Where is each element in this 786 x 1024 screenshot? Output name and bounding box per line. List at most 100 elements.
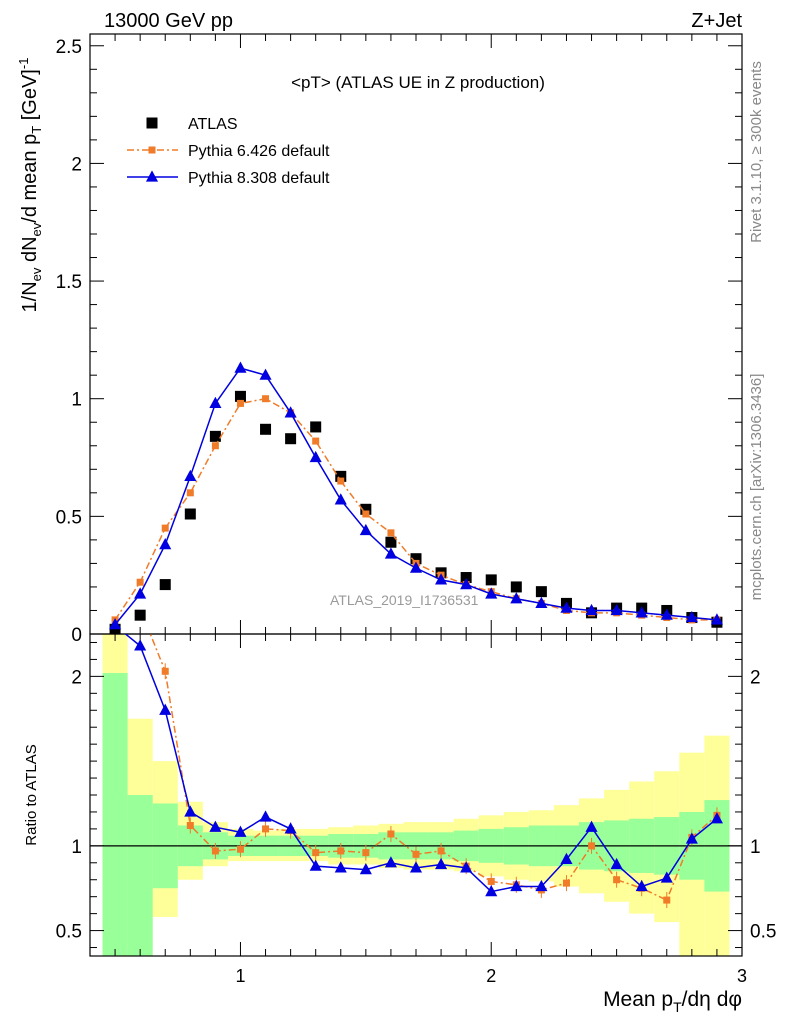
data-point	[259, 368, 272, 380]
ratio-y-tick-label-right: 1	[750, 837, 761, 858]
data-point	[535, 596, 548, 609]
data-point	[312, 437, 320, 445]
data-point	[211, 442, 219, 450]
chart-title: <pT> (ATLAS UE in Z production)	[291, 73, 545, 92]
ratio-y-tick-label-left: 2	[71, 667, 82, 688]
ratio-y-tick-label-right: 0.5	[750, 922, 776, 943]
ratio-point	[460, 861, 473, 873]
data-point	[284, 406, 297, 418]
data-point	[285, 433, 297, 445]
ratio-y-tick-label-left: 0.5	[56, 922, 82, 943]
ratio-point	[184, 805, 197, 817]
ratio-point	[387, 830, 395, 838]
ratio-point	[585, 820, 598, 832]
ratio-point	[236, 845, 244, 853]
data-point	[234, 390, 246, 402]
data-point	[310, 421, 322, 433]
data-point	[560, 601, 573, 613]
data-point	[186, 489, 194, 497]
legend-marker	[146, 117, 158, 129]
ratio-point	[209, 820, 222, 832]
ratio-point	[613, 876, 621, 884]
ratio-point	[159, 703, 172, 715]
data-point	[359, 523, 372, 536]
data-point	[360, 503, 372, 515]
ratio-point	[337, 847, 345, 855]
data-point	[337, 477, 345, 485]
series-line	[114, 367, 717, 626]
ratio-point	[186, 822, 194, 830]
ratio-point	[234, 825, 247, 837]
data-point	[485, 574, 497, 586]
ratio-point	[134, 639, 147, 651]
data-point	[610, 603, 623, 616]
data-point	[134, 587, 147, 599]
ratio-point	[412, 850, 420, 858]
legend: ATLAS Pythia 6.426 default Pythia 8.308 de…	[127, 116, 330, 187]
mcplots-label: mcplots.cern.ch [arXiv:1306.3436]	[748, 374, 765, 601]
data-point	[485, 587, 498, 599]
data-point	[362, 510, 370, 518]
ratio-point	[334, 861, 347, 873]
data-point	[585, 603, 598, 616]
data-point	[460, 572, 472, 584]
data-point	[236, 399, 244, 407]
data-point	[410, 553, 422, 565]
ratio-point	[535, 879, 548, 892]
data-point	[685, 610, 698, 623]
main-y-tick-label: 0.5	[56, 507, 82, 528]
rivet-label: Rivet 3.1.10, ≥ 300k events	[748, 61, 765, 243]
header-right: Z+Jet	[691, 10, 742, 32]
ratio-series-1	[124, 634, 723, 897]
legend-marker	[148, 146, 156, 154]
data-point	[159, 537, 172, 550]
data-point	[710, 613, 723, 625]
ratio-point	[485, 885, 498, 897]
inner-band-bin	[127, 795, 153, 956]
data-point	[435, 573, 448, 585]
data-point	[535, 586, 547, 598]
ratio-point	[112, 571, 119, 578]
x-tick-label: 2	[486, 966, 496, 986]
main-y-axis-label: 1/Nev dNev/d mean pT [GeV]-1	[16, 58, 44, 313]
data-point	[159, 579, 171, 591]
axis-ticks: 1 2 3 0 0.5 1 1.5 2 2.5 0.5 0.5 1 1 2 2	[56, 34, 776, 986]
data-point	[660, 608, 673, 620]
x-tick-label: 3	[737, 966, 747, 986]
ratio-point	[635, 879, 648, 892]
data-point	[260, 423, 272, 435]
main-y-tick-label: 1.5	[56, 272, 82, 293]
data-point	[635, 606, 648, 618]
ratio-y-axis-label: Ratio to ATLAS	[23, 744, 40, 845]
data-point	[209, 430, 221, 442]
data-point	[209, 396, 222, 409]
data-point	[334, 493, 347, 505]
data-point	[460, 577, 473, 590]
data-point	[262, 395, 270, 403]
data-point	[510, 581, 522, 593]
ratio-point	[211, 847, 219, 855]
ratio-series-group	[112, 571, 723, 909]
series-1	[111, 395, 721, 624]
ratio-point	[510, 879, 523, 892]
ratio-point	[610, 857, 623, 870]
legend-label: ATLAS	[188, 116, 238, 133]
ratio-point	[384, 856, 397, 868]
data-point	[409, 561, 423, 573]
ratio-series-0	[112, 571, 721, 909]
main-series-group	[109, 361, 723, 634]
data-point	[387, 529, 395, 537]
data-point	[309, 450, 322, 463]
ratio-point	[262, 825, 270, 833]
ratio-point	[359, 862, 372, 875]
ratio-point	[437, 847, 445, 855]
ratio-point	[435, 857, 448, 870]
legend-label: Pythia 6.426 default	[188, 143, 330, 160]
ratio-point	[560, 852, 573, 865]
ratio-point	[284, 822, 297, 834]
legend-entry-0: ATLAS	[146, 116, 238, 133]
data-point	[384, 547, 397, 559]
ratio-point	[710, 812, 723, 824]
ratio-bands	[90, 634, 742, 956]
data-point	[161, 524, 169, 532]
